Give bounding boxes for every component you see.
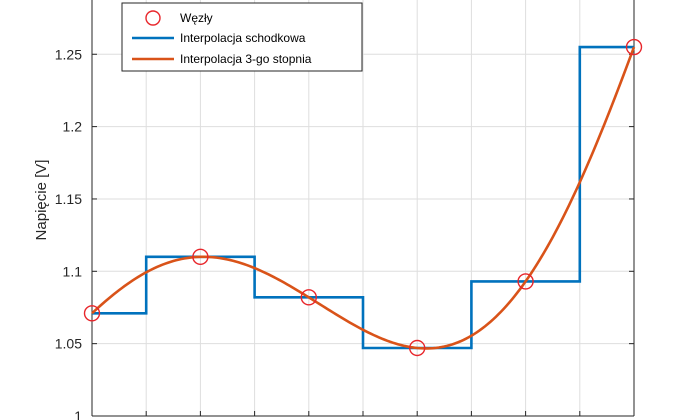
cubic-interpolation-curve: [91, 46, 636, 350]
legend-entry-label: Interpolacja 3-go stopnia: [180, 52, 312, 66]
y-tick-labels: 1 1.05 1.1 1.15 1.2 1.25: [55, 46, 82, 420]
legend-swatch-nodes: [145, 10, 161, 26]
legend: Węzły Interpolacja schodkowa Interpolacja …: [121, 2, 363, 72]
legend-entry-label: Interpolacja schodkowa: [180, 31, 306, 45]
node-marker: [409, 339, 426, 357]
step-interpolation-line: [92, 45, 634, 350]
legend-entry-label: Węzły: [180, 11, 213, 25]
node-marker: [625, 38, 643, 56]
y-tick-label: 1.2: [63, 119, 83, 135]
node-marker: [517, 273, 534, 290]
node-marker: [300, 289, 317, 306]
y-tick-label: 1.25: [55, 46, 82, 62]
y-tick-label: 1.15: [55, 191, 82, 207]
y-tick-label: 1: [74, 408, 82, 420]
y-tick-label: 1.1: [63, 263, 83, 279]
series: [83, 38, 643, 357]
y-tick-label: 1.05: [55, 336, 82, 352]
y-axis-label: Napięcie [V]: [33, 160, 50, 241]
axes: [91, 0, 635, 417]
node-marker: [83, 305, 101, 322]
node-marker: [192, 248, 209, 266]
